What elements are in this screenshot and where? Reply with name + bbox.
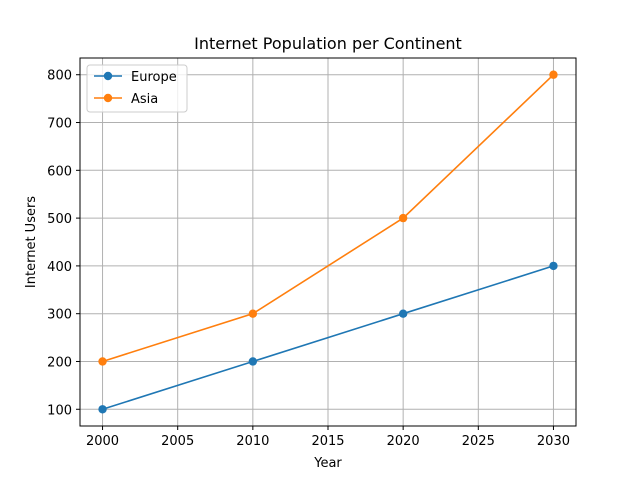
- y-tick-label: 400: [47, 260, 72, 275]
- data-point-asia: [248, 309, 258, 318]
- x-tick-label: 2025: [462, 434, 495, 449]
- y-tick-label: 600: [47, 164, 72, 179]
- data-point-asia: [398, 213, 408, 223]
- y-tick-label: 300: [47, 308, 72, 323]
- data-point-europe: [98, 405, 107, 414]
- data-point-europe: [549, 261, 558, 271]
- legend: Europe Asia: [86, 64, 188, 113]
- data-point-europe: [248, 357, 258, 366]
- y-axis-label: Internet Users: [24, 196, 39, 288]
- legend-label-europe: Europe: [131, 70, 177, 85]
- x-tick-label: 2015: [311, 434, 344, 449]
- series-lines: [98, 70, 558, 414]
- legend-label-asia: Asia: [131, 92, 158, 107]
- x-tick-label: 2000: [86, 434, 119, 449]
- chart-title: Internet Population per Continent: [194, 34, 462, 53]
- y-tick-label: 800: [47, 69, 72, 84]
- legend-marker-europe: [103, 71, 113, 81]
- y-tick-label: 200: [47, 355, 72, 370]
- x-axis-label: Year: [313, 456, 342, 471]
- y-axis-ticks: 100 200 300 400 500 600 700 800: [47, 69, 80, 418]
- data-point-asia: [549, 70, 558, 79]
- data-point-europe: [398, 309, 408, 318]
- legend-marker-asia: [103, 93, 113, 103]
- y-tick-label: 500: [47, 212, 72, 227]
- x-tick-label: 2010: [236, 434, 269, 449]
- data-point-asia: [98, 357, 107, 366]
- x-axis-ticks: 2000 2005 2010 2015 2020 2025 2030: [86, 426, 570, 449]
- y-tick-label: 700: [47, 117, 72, 132]
- x-tick-label: 2030: [537, 434, 570, 449]
- series-line-europe: [102, 265, 554, 411]
- x-tick-label: 2020: [387, 434, 420, 449]
- series-line-asia: [102, 74, 555, 363]
- x-tick-label: 2005: [161, 434, 194, 449]
- y-tick-label: 100: [47, 403, 72, 418]
